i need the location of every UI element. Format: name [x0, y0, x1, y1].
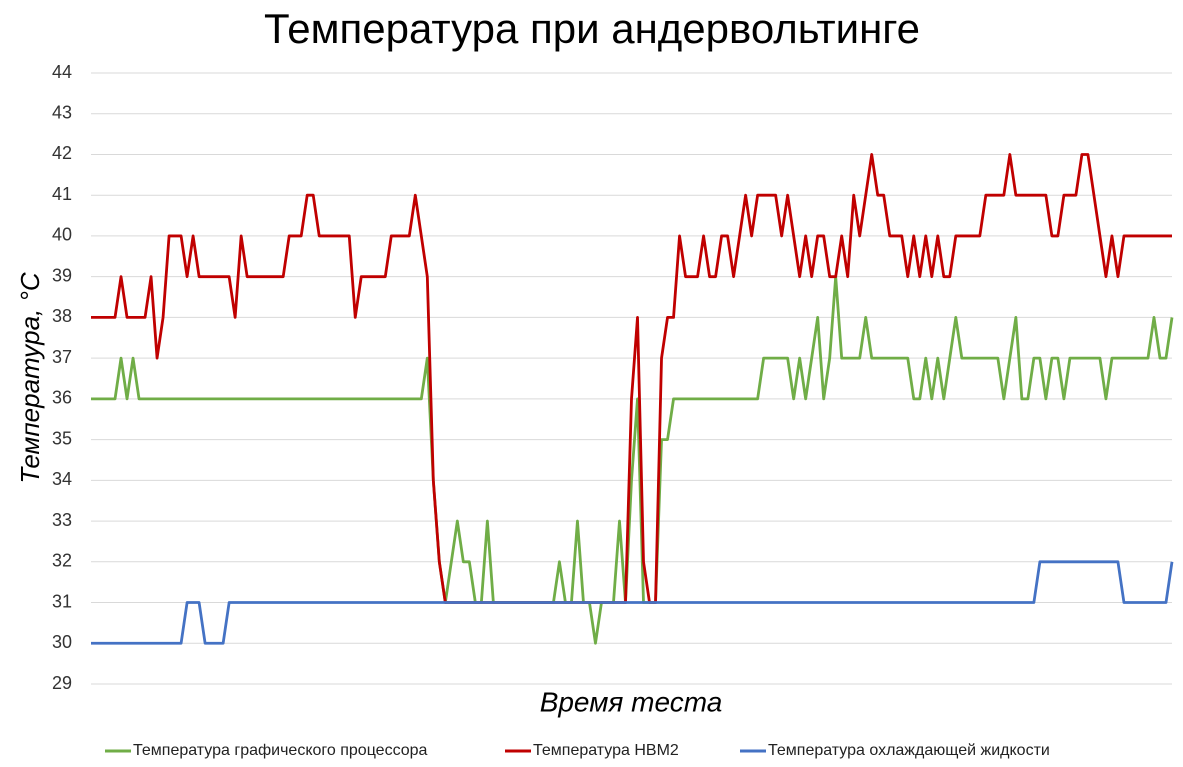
- y-tick-label: 39: [52, 265, 72, 285]
- line-series: [91, 275, 1174, 645]
- y-tick-label: 44: [52, 62, 72, 82]
- legend-label: Температура графического процессора: [133, 742, 428, 759]
- y-tick-label: 35: [52, 428, 72, 448]
- y-tick-label: 30: [52, 632, 72, 652]
- y-tick-label: 31: [52, 591, 72, 611]
- x-axis-title: Время теста: [540, 686, 723, 717]
- y-tick-label: 32: [52, 551, 72, 571]
- y-tick-label: 29: [52, 673, 72, 693]
- line-series: [91, 153, 1172, 604]
- y-tick-label: 36: [52, 388, 72, 408]
- line-series: [91, 560, 1174, 645]
- legend-label: Температура HBM2: [533, 742, 679, 759]
- y-axis-title: Температура, °C: [15, 272, 45, 484]
- y-tick-label: 33: [52, 510, 72, 530]
- legend-label: Температура охлаждающей жидкости: [768, 742, 1050, 759]
- y-tick-label: 41: [52, 184, 72, 204]
- y-tick-label: 40: [52, 225, 72, 245]
- y-tick-label: 37: [52, 347, 72, 367]
- y-tick-label: 43: [52, 102, 72, 122]
- y-tick-label: 34: [52, 469, 72, 489]
- y-tick-label: 42: [52, 143, 72, 163]
- chart-title: Температура при андервольтинге: [264, 5, 920, 52]
- y-tick-label: 38: [52, 306, 72, 326]
